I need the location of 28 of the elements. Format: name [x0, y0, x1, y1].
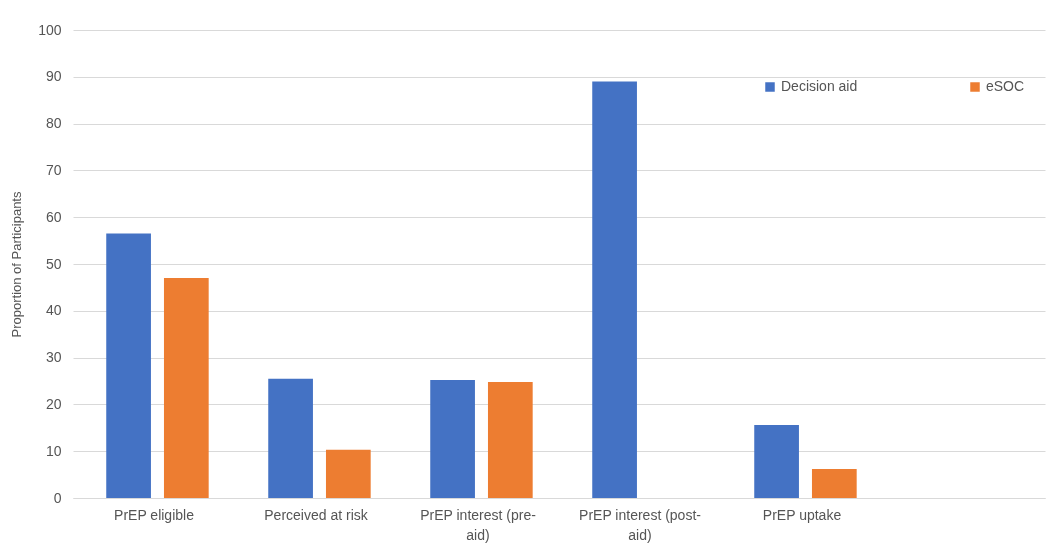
y-tick-label: 0: [53, 489, 62, 506]
bar: [811, 468, 857, 498]
x-tick-label: PrEP eligible: [114, 506, 195, 523]
bar: [268, 378, 313, 498]
x-tick-label: PrEP interest (pre-aid): [420, 506, 537, 543]
bar: [325, 449, 371, 498]
y-axis-title: Proportion of Participants: [9, 191, 25, 338]
bar: [592, 81, 637, 498]
y-tick-label: 60: [45, 208, 62, 225]
y-tick-label: 50: [45, 255, 62, 272]
bar: [754, 424, 799, 498]
legend-label: Decision aid: [781, 78, 858, 94]
bar: [487, 381, 533, 498]
y-tick-label: 80: [45, 115, 62, 132]
x-tick-label: Perceived at risk: [264, 506, 369, 523]
x-tick-label: PrEP uptake: [762, 506, 842, 523]
bar: [430, 380, 475, 498]
y-tick-label: 40: [45, 302, 62, 319]
y-tick-label: 10: [45, 442, 62, 459]
x-tick-label: PrEP interest (post-aid): [579, 506, 702, 543]
legend-label: eSOC: [986, 78, 1025, 94]
y-tick-label: 70: [45, 161, 62, 178]
y-tick-label: 30: [45, 349, 62, 366]
y-tick-label: 90: [45, 68, 62, 85]
y-tick-label: 20: [45, 395, 62, 412]
bar: [106, 233, 151, 498]
y-tick-label: 100: [38, 21, 62, 38]
bar: [163, 278, 209, 498]
